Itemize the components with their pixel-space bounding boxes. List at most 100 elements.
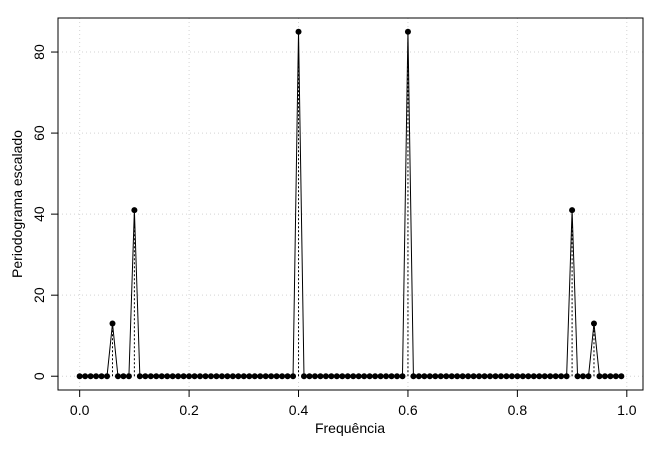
point [481, 373, 488, 380]
point [262, 373, 269, 380]
point [136, 373, 143, 380]
point [114, 373, 121, 380]
point [186, 373, 193, 380]
point [300, 373, 307, 380]
x-tick-label: 0.2 [179, 402, 199, 418]
point [487, 373, 494, 380]
point [153, 373, 160, 380]
plot-frame [57, 17, 644, 391]
point [415, 373, 422, 380]
point [273, 373, 280, 380]
point [432, 373, 439, 380]
point [306, 373, 313, 380]
point [284, 373, 291, 380]
point [503, 373, 510, 380]
point [147, 373, 154, 380]
point [585, 373, 592, 380]
point [98, 373, 105, 380]
point [361, 373, 368, 380]
point [213, 373, 220, 380]
point [601, 373, 608, 380]
y-axis-label: Periodograma escalado [9, 130, 25, 278]
point [530, 373, 537, 380]
point [536, 373, 543, 380]
point [268, 373, 275, 380]
point [454, 373, 461, 380]
line [79, 31, 622, 377]
point [180, 373, 187, 380]
point [514, 373, 521, 380]
point [421, 373, 428, 380]
point [322, 373, 329, 380]
x-tick-label: 0.4 [289, 402, 309, 418]
point [350, 373, 357, 380]
point [191, 373, 198, 380]
x-axis-label: Frequência [315, 420, 385, 436]
point [224, 373, 231, 380]
point [459, 373, 466, 380]
x-tick-label: 1.0 [617, 402, 637, 418]
point [476, 373, 483, 380]
point [497, 373, 504, 380]
point [104, 373, 111, 380]
point [164, 373, 171, 380]
point [547, 373, 554, 380]
point [590, 320, 597, 327]
point [169, 373, 176, 380]
point [251, 373, 258, 380]
point [120, 373, 127, 380]
point [558, 373, 565, 380]
y-tick-label: 0 [31, 372, 47, 380]
point [235, 373, 242, 380]
point [82, 373, 89, 380]
point [508, 373, 515, 380]
point [541, 373, 548, 380]
point [246, 373, 253, 380]
point [580, 373, 587, 380]
point [399, 373, 406, 380]
point [618, 373, 625, 380]
point [465, 373, 472, 380]
point [366, 373, 373, 380]
point [158, 373, 165, 380]
point [563, 373, 570, 380]
point [437, 373, 444, 380]
point [448, 373, 455, 380]
point [229, 373, 236, 380]
point [525, 373, 532, 380]
y-tick-label: 40 [31, 206, 47, 222]
point [197, 373, 204, 380]
point [207, 373, 214, 380]
point [131, 207, 138, 214]
point [317, 373, 324, 380]
point [240, 373, 247, 380]
point [394, 373, 401, 380]
point [596, 373, 603, 380]
point [404, 28, 411, 35]
point [295, 28, 302, 35]
point [202, 373, 209, 380]
point [344, 373, 351, 380]
point [470, 373, 477, 380]
point [569, 207, 576, 214]
point [311, 373, 318, 380]
y-tick-label: 80 [31, 44, 47, 60]
point [383, 373, 390, 380]
point [410, 373, 417, 380]
point [109, 320, 116, 327]
point [328, 373, 335, 380]
point [355, 373, 362, 380]
point [76, 373, 83, 380]
point [142, 373, 149, 380]
point [290, 373, 297, 380]
point [443, 373, 450, 380]
x-tick-label: 0.8 [508, 402, 528, 418]
point [552, 373, 559, 380]
point [607, 373, 614, 380]
point [339, 373, 346, 380]
point [492, 373, 499, 380]
point [87, 373, 94, 380]
point [574, 373, 581, 380]
